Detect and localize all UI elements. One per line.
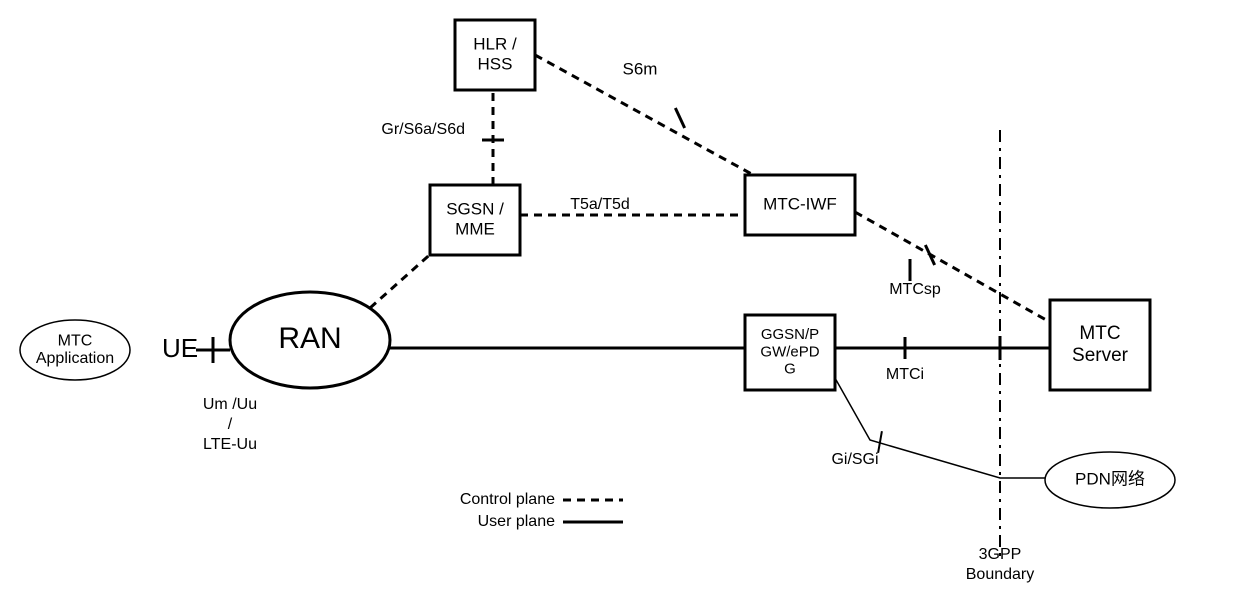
node-pdn: PDN网络 <box>1045 452 1175 508</box>
edge <box>370 250 435 308</box>
node-ggsn: GGSN/PGW/ePDG <box>745 315 835 390</box>
node-ue: UE <box>162 333 198 363</box>
node-label: GW/ePD <box>760 343 819 360</box>
label-umuu3: LTE-Uu <box>203 436 257 453</box>
label-t5a: T5a/T5d <box>570 196 630 213</box>
node-mtciwf: MTC-IWF <box>745 175 855 235</box>
node-label: G <box>784 361 796 378</box>
node-sgsn: SGSN /MME <box>430 185 520 255</box>
label-mtci: MTCi <box>886 366 924 383</box>
legend: Control plane User plane <box>460 491 623 530</box>
nodes-layer: MTCApplicationUERANHLR /HSSSGSN /MMEMTC-… <box>20 20 1175 508</box>
label-mtcsp: MTCsp <box>889 281 941 298</box>
node-label: PDN网络 <box>1075 469 1145 488</box>
node-label: MTC <box>58 332 93 349</box>
label-gisgi: Gi/SGi <box>831 451 878 468</box>
label-umuu2: / <box>228 416 233 433</box>
legend-label: User plane <box>478 513 555 530</box>
node-mtc_app: MTCApplication <box>20 320 130 380</box>
node-label: GGSN/P <box>761 326 819 343</box>
node-label: Application <box>36 350 114 367</box>
label-umuu1: Um /Uu <box>203 396 257 413</box>
node-label: MME <box>455 219 495 238</box>
node-hlr: HLR /HSS <box>455 20 535 90</box>
label-bound2: Boundary <box>966 566 1035 583</box>
label-bound1: 3GPP <box>979 546 1022 563</box>
node-label: SGSN / <box>446 200 504 219</box>
network-diagram: MTCApplicationUERANHLR /HSSSGSN /MMEMTC-… <box>0 0 1240 594</box>
node-label: UE <box>162 333 198 363</box>
ticks-layer <box>213 108 1000 453</box>
edge <box>855 212 1055 325</box>
node-label: HLR / <box>473 35 517 54</box>
node-label: MTC <box>1079 323 1120 344</box>
node-label: RAN <box>278 322 341 355</box>
node-label: MTC-IWF <box>763 194 837 213</box>
label-grs6a: Gr/S6a/S6d <box>381 121 465 138</box>
node-label: Server <box>1072 345 1129 366</box>
interface-tick <box>675 108 684 128</box>
node-label: HSS <box>478 54 513 73</box>
node-ran: RAN <box>230 292 390 388</box>
node-mtcserver: MTCServer <box>1050 300 1150 390</box>
label-s6m: S6m <box>623 59 658 78</box>
legend-label: Control plane <box>460 491 555 508</box>
